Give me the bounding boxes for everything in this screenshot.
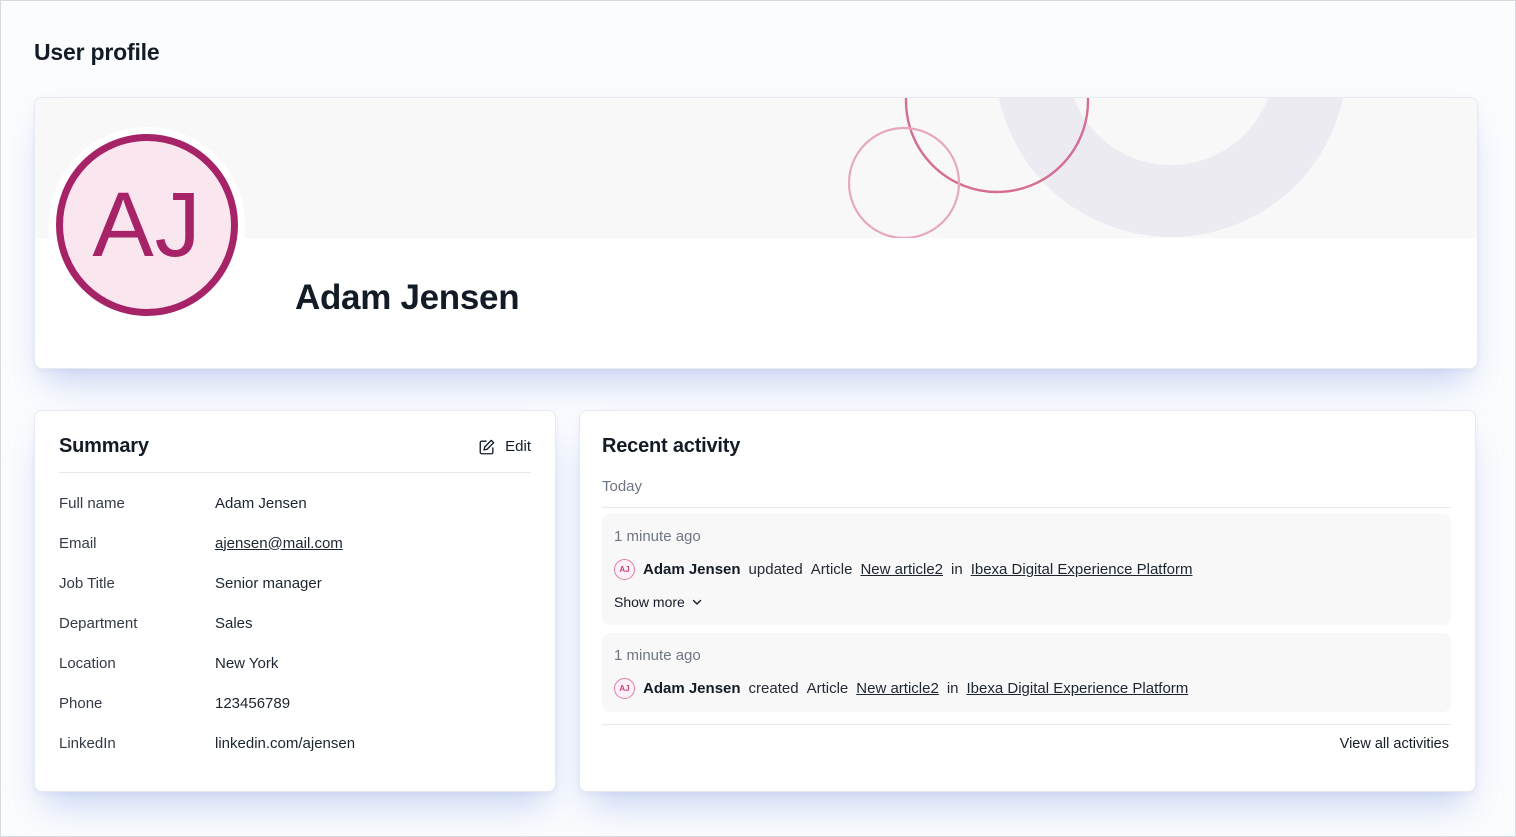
field-label: Full name [59, 494, 125, 512]
show-more-label: Show more [614, 594, 685, 610]
field-label: Location [59, 654, 116, 672]
banner-decoration [847, 98, 1344, 238]
view-all-activities-link[interactable]: View all activities [1339, 736, 1449, 752]
field-value: Adam Jensen [215, 494, 307, 512]
mini-avatar: AJ [614, 678, 635, 699]
activity-description: AJ Adam Jensen updated Article New artic… [614, 559, 1439, 580]
summary-row-email: Email ajensen@mail.com [59, 523, 531, 563]
summary-header: Summary Edit [35, 411, 555, 458]
avatar-initials: AJ [92, 174, 202, 276]
page-title: User profile [34, 39, 160, 65]
activity-timestamp: 1 minute ago [614, 647, 701, 664]
field-label: Email [59, 534, 97, 552]
field-label: LinkedIn [59, 734, 116, 752]
field-value: Senior manager [215, 574, 322, 592]
activity-content-type: Article [810, 561, 853, 578]
activity-divider-bottom [602, 724, 1451, 725]
field-value: New York [215, 654, 279, 672]
activity-preposition: in [946, 680, 959, 697]
summary-divider [59, 472, 531, 473]
activity-target-link[interactable]: New article2 [856, 680, 939, 697]
activity-timestamp: 1 minute ago [614, 528, 701, 545]
field-value: Sales [215, 614, 253, 632]
banner-band [35, 98, 1477, 238]
activity-footer: View all activities [602, 725, 1451, 752]
field-label: Job Title [59, 574, 115, 592]
activity-inner: Recent activity Today 1 minute ago AJ Ad… [580, 411, 1475, 752]
activity-location-link[interactable]: Ibexa Digital Experience Platform [970, 561, 1193, 578]
activity-group-label: Today [602, 478, 643, 495]
edit-button-label: Edit [505, 438, 531, 455]
activity-description: AJ Adam Jensen created Article New artic… [614, 678, 1439, 699]
summary-row-linkedin: LinkedIn linkedin.com/ajensen [59, 723, 531, 763]
activity-action: created [748, 680, 799, 697]
activity-actor: Adam Jensen [643, 561, 741, 578]
edit-button[interactable]: Edit [478, 436, 531, 458]
activity-item: 1 minute ago AJ Adam Jensen updated Arti… [602, 514, 1451, 625]
edit-icon [478, 438, 496, 456]
activity-location-link[interactable]: Ibexa Digital Experience Platform [966, 680, 1189, 697]
field-value: linkedin.com/ajensen [215, 734, 356, 752]
profile-banner-card: AJ Adam Jensen [34, 97, 1478, 369]
field-label: Department [59, 614, 138, 632]
summary-row-jobtitle: Job Title Senior manager [59, 563, 531, 603]
activity-content-type: Article [806, 680, 849, 697]
activity-divider-top [602, 507, 1451, 508]
summary-row-fullname: Full name Adam Jensen [59, 483, 531, 523]
field-label: Phone [59, 694, 103, 712]
mini-avatar: AJ [614, 559, 635, 580]
summary-row-phone: Phone 123456789 [59, 683, 531, 723]
summary-title: Summary [59, 435, 149, 457]
summary-row-department: Department Sales [59, 603, 531, 643]
activity-item: 1 minute ago AJ Adam Jensen created Arti… [602, 633, 1451, 712]
activity-action: updated [748, 561, 803, 578]
activity-title: Recent activity [602, 435, 741, 457]
email-link[interactable]: ajensen@mail.com [215, 534, 343, 552]
activity-actor: Adam Jensen [643, 680, 741, 697]
recent-activity-card: Recent activity Today 1 minute ago AJ Ad… [579, 410, 1476, 792]
user-avatar: AJ [56, 134, 238, 316]
summary-row-location: Location New York [59, 643, 531, 683]
summary-card: Summary Edit Full name Adam Jensen [34, 410, 556, 792]
field-value: 123456789 [215, 694, 291, 712]
cards-row: Summary Edit Full name Adam Jensen [34, 410, 1476, 792]
summary-field-list: Full name Adam Jensen Email ajensen@mail… [35, 473, 555, 763]
activity-preposition: in [951, 561, 963, 578]
mini-avatar-initials: AJ [619, 565, 630, 574]
show-more-button[interactable]: Show more [614, 594, 703, 610]
mini-avatar-initials: AJ [619, 684, 630, 693]
activity-target-link[interactable]: New article2 [860, 561, 943, 578]
chevron-down-icon [691, 596, 703, 608]
user-full-name: Adam Jensen [295, 278, 520, 317]
